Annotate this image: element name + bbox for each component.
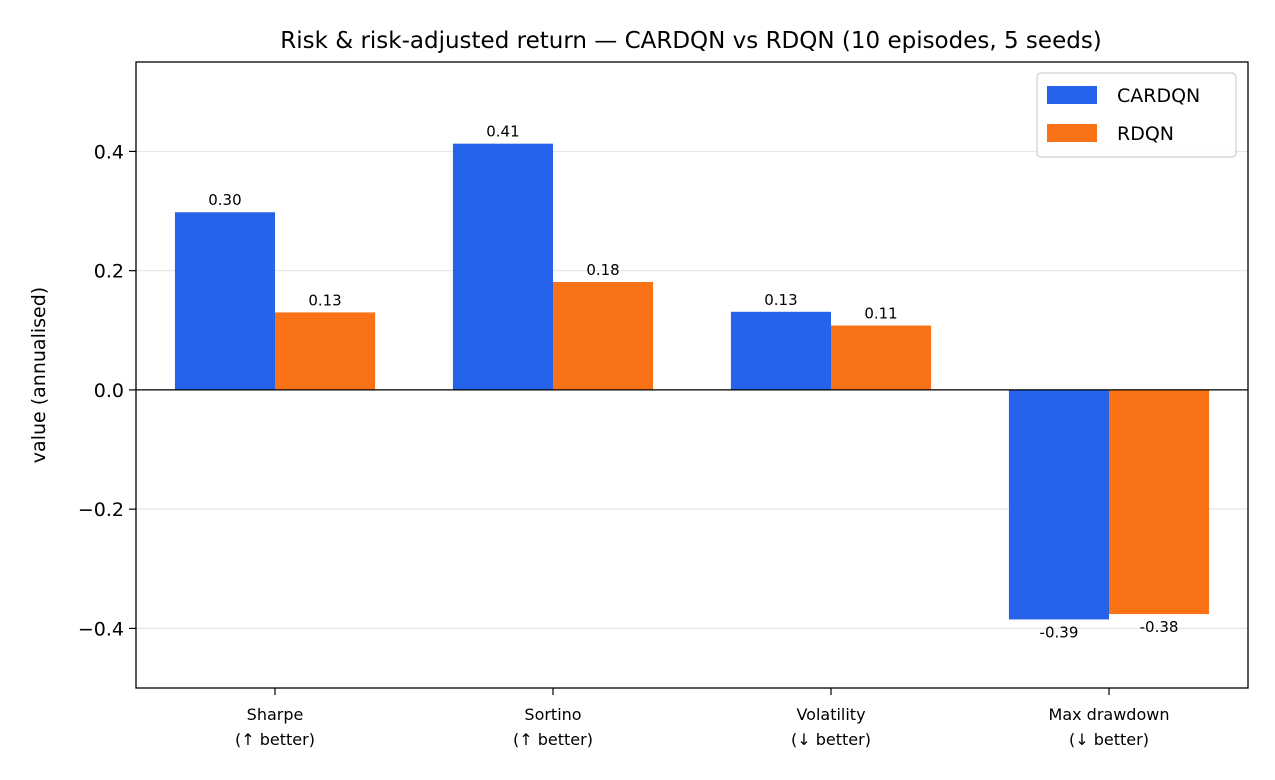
data-label: -0.39 — [1040, 623, 1079, 641]
y-axis-ticks: −0.4 −0.2 0.0 0.2 0.4 — [78, 141, 136, 640]
legend-label-cardqn: CARDQN — [1117, 85, 1200, 107]
bar-cardqn — [174, 212, 275, 390]
bar-rdqn — [831, 325, 932, 390]
x-tick-label: (↓ better) — [791, 730, 871, 749]
x-tick-label: Sortino — [524, 705, 581, 724]
y-tick-label: −0.2 — [78, 499, 124, 521]
bar-cardqn — [452, 143, 553, 390]
data-label: 0.41 — [486, 123, 519, 141]
data-label: 0.13 — [308, 291, 341, 309]
bar-cardqn — [730, 311, 831, 390]
y-tick-label: 0.0 — [94, 380, 124, 402]
x-tick-label: (↓ better) — [1069, 730, 1149, 749]
x-tick-label: Max drawdown — [1049, 705, 1170, 724]
data-label: 0.18 — [586, 261, 619, 279]
legend-swatch-rdqn — [1047, 124, 1097, 142]
plot-frame — [135, 61, 1249, 689]
x-axis-ticks: Sharpe (↑ better) Sortino (↑ better) Volatil… — [235, 688, 1169, 749]
y-tick-label: 0.4 — [94, 141, 124, 163]
legend: CARDQN RDQN — [1036, 72, 1237, 158]
bar-rdqn — [275, 312, 376, 390]
data-label: 0.11 — [864, 305, 897, 323]
legend-label-rdqn: RDQN — [1117, 123, 1174, 145]
data-label: 0.30 — [208, 191, 241, 209]
x-tick-label: (↑ better) — [513, 730, 593, 749]
data-labels: 0.30 0.41 0.13 -0.39 0.13 0.18 0.11 -0.38 — [208, 123, 1178, 642]
y-axis-label: value (annualised) — [28, 287, 50, 463]
data-label: 0.13 — [764, 291, 797, 309]
chart-title: Risk & risk-adjusted return — CARDQN vs … — [280, 28, 1102, 54]
y-tick-label: −0.4 — [78, 618, 124, 640]
x-tick-label: Volatility — [796, 705, 865, 724]
bar-rdqn — [1109, 389, 1210, 615]
bar-rdqn — [553, 281, 654, 390]
bars — [174, 143, 1210, 620]
x-tick-label: Sharpe — [247, 705, 304, 724]
x-tick-label: (↑ better) — [235, 730, 315, 749]
data-label: -0.38 — [1140, 618, 1179, 636]
y-tick-label: 0.2 — [94, 261, 124, 283]
bar-cardqn — [1008, 389, 1109, 620]
legend-swatch-cardqn — [1047, 86, 1097, 104]
